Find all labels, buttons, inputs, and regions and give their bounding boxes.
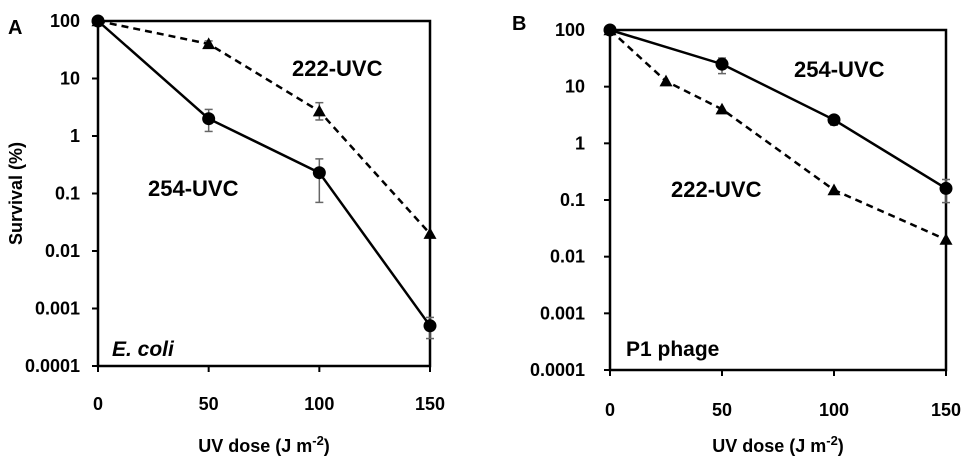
- y-tick-label: 0.1: [55, 184, 80, 204]
- y-tick-label: 100: [555, 20, 585, 40]
- data-point-triangle: [715, 102, 729, 115]
- series-line-254-uvc: [609, 28, 947, 190]
- data-point-circle: [423, 319, 437, 333]
- x-tick-label: 50: [712, 400, 732, 420]
- y-tick-label: 0.01: [45, 241, 80, 261]
- panel-letter: B: [512, 13, 526, 35]
- series-label-254-uvc: 254-UVC: [794, 57, 885, 82]
- x-tick-label: 150: [415, 394, 445, 414]
- y-tick-label: 1: [575, 133, 585, 153]
- data-point-circle: [312, 166, 326, 180]
- series-line-254-uvc: [97, 20, 432, 327]
- x-axis-label: UV dose (J m-2): [198, 433, 330, 456]
- y-tick-label: 0.001: [35, 299, 80, 319]
- panel-a: A 100 10 1 0.1 0.01 0.001 0.0001 0 50 100 150 UV dos…: [6, 11, 445, 456]
- y-tick-label: 1: [70, 126, 80, 146]
- y-tick-label: 10: [60, 69, 80, 89]
- data-point-circle: [939, 181, 953, 195]
- organism-label: E. coli: [112, 338, 175, 361]
- series-label-254-uvc: 254-UVC: [148, 176, 239, 201]
- x-tick-label: 100: [819, 400, 849, 420]
- x-tick-label: 150: [931, 400, 961, 420]
- series-label-222-uvc: 222-UVC: [671, 177, 762, 202]
- data-point-circle: [202, 112, 216, 126]
- data-point-triangle: [312, 104, 326, 117]
- y-tick-label: 0.0001: [530, 360, 585, 380]
- y-tick-label: 0.0001: [25, 356, 80, 376]
- series-222-uvc: 222-UVC: [603, 23, 953, 245]
- y-axis-label: Survival (%): [6, 142, 26, 245]
- x-tick-label: 50: [199, 394, 219, 414]
- series-254-uvc: 254-UVC: [91, 14, 437, 340]
- x-tick-label: 0: [605, 400, 615, 420]
- data-point-triangle: [202, 37, 216, 50]
- y-tick-label: 100: [50, 11, 80, 31]
- series-222-uvc: 222-UVC: [91, 14, 437, 239]
- data-point-triangle: [939, 233, 953, 245]
- series-line-222-uvc: [97, 19, 431, 235]
- x-axis-label: UV dose (J m-2): [712, 433, 844, 456]
- data-point-circle: [91, 14, 105, 28]
- y-tick-label: 10: [565, 77, 585, 97]
- y-tick-label: 0.01: [550, 247, 585, 267]
- panel-b: B 100 10 1 0.1 0.01 0.001 0.0001 0 50 100 150 UV dos…: [512, 13, 961, 456]
- y-tick-label: 0.1: [560, 190, 585, 210]
- series-254-uvc: 254-UVC: [603, 23, 953, 204]
- data-point-triangle: [423, 227, 437, 239]
- series-label-222-uvc: 222-UVC: [292, 56, 383, 81]
- y-tick-label: 0.001: [540, 303, 585, 323]
- error-bar: [315, 158, 324, 204]
- x-tick-label: 0: [93, 394, 103, 414]
- organism-label: P1 phage: [626, 338, 719, 361]
- data-point-circle: [827, 113, 841, 127]
- data-point-circle: [715, 57, 729, 71]
- series-line-222-uvc: [609, 29, 947, 241]
- data-point-triangle: [827, 183, 841, 196]
- data-point-circle: [603, 23, 617, 37]
- data-point-triangle: [659, 74, 673, 87]
- x-tick-label: 100: [304, 394, 334, 414]
- panel-letter: A: [8, 17, 22, 39]
- plot-frame: [608, 28, 948, 372]
